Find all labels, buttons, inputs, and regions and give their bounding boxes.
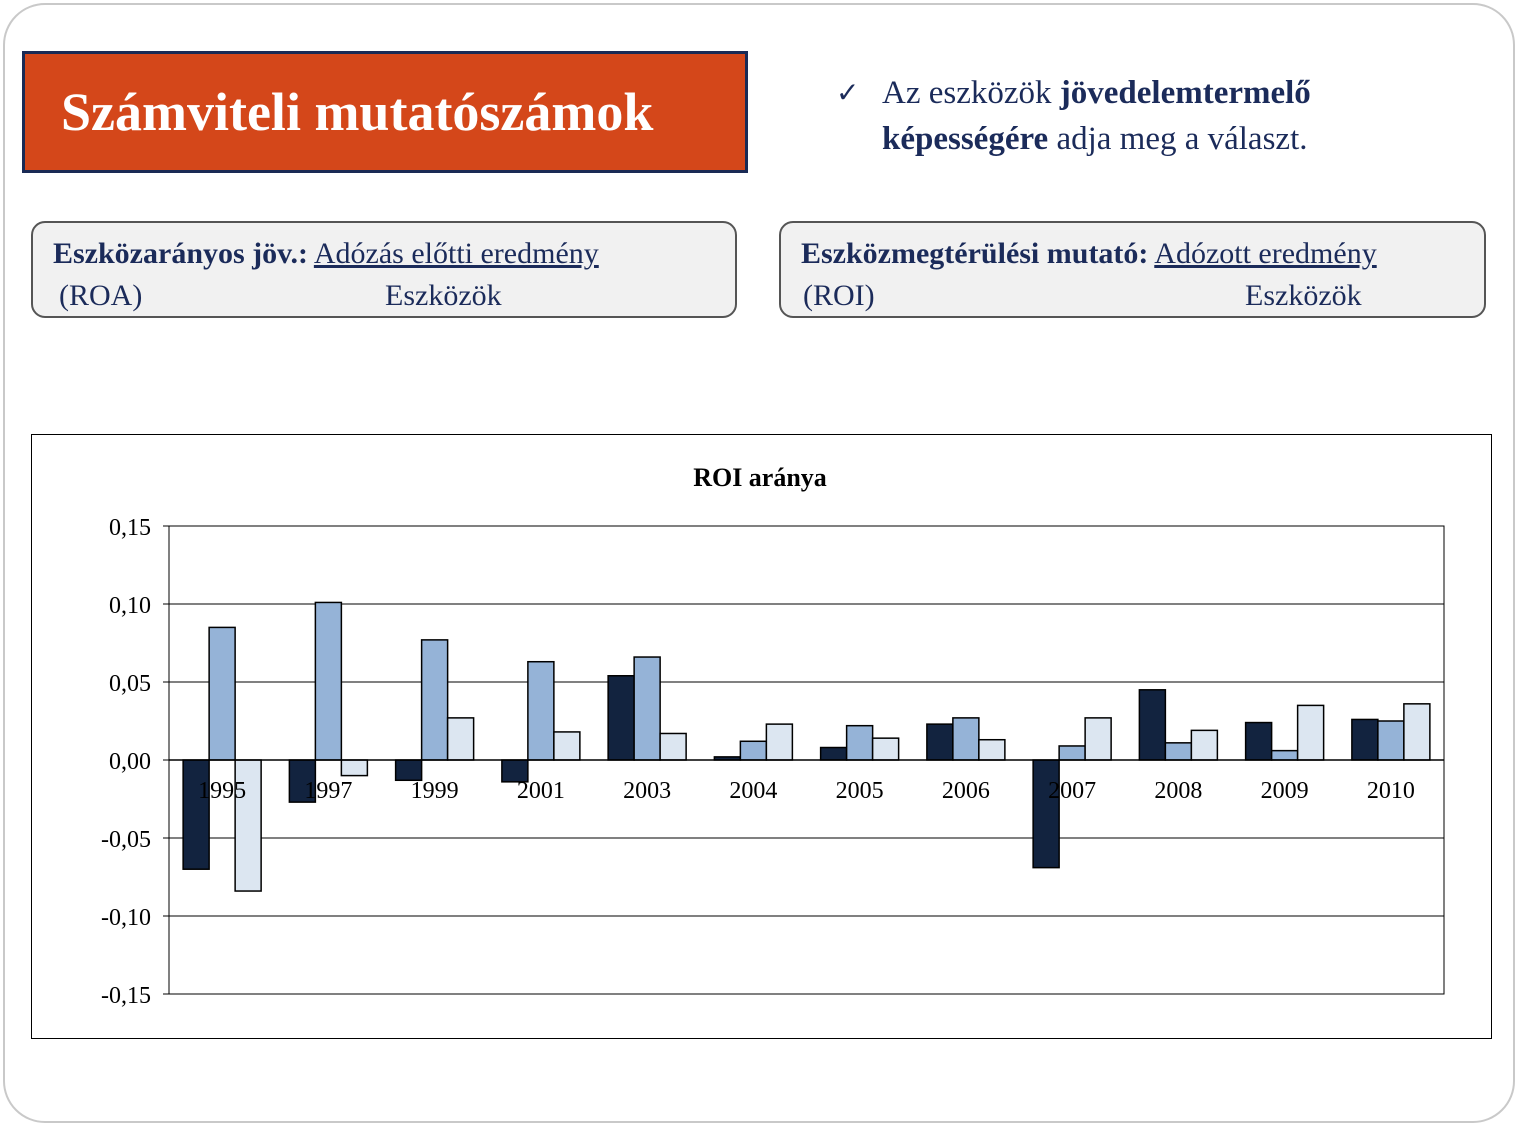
chart-x-tick-labels: 1995 1997 1999 2001 2003 2004 2005 2006 2007 2008… [198,778,1415,804]
x-tick-label: 1999 [411,778,459,804]
roi-formula-box: Eszközmegtérülési mutató: Adózott eredmé… [779,221,1486,318]
chart-frame: ROI aránya 0,15 0,10 0,05 0,00 -0,05 -0,10 -0,… [31,434,1492,1039]
roi-bar-chart: ROI aránya 0,15 0,10 0,05 0,00 -0,05 -0,10 -0,… [101,463,1445,1009]
x-tick-label: 2007 [1048,778,1096,804]
bar-series-3-2004 [765,723,794,761]
roa-formula-box: Eszközarányos jöv.: Adózás előtti eredmé… [31,221,737,318]
bar-series-1-2008 [1138,689,1167,761]
bar-series-1-2007 [1032,759,1060,869]
roa-denominator: Eszközök [385,279,502,312]
bullet-text-bold: jövedelemtermelő képességére [882,75,1311,157]
bar-series-3-2003 [659,732,687,761]
x-tick-label: 2005 [836,778,884,804]
bar-series-3-1999 [446,717,475,761]
bar-series-3-1997 [340,759,369,777]
bar-series-3-2010 [1403,703,1431,761]
y-tick-label: -0,05 [101,827,151,853]
bar-series-1-1995 [182,759,210,870]
x-tick-label: 2001 [517,778,565,804]
bar-series-2-2010 [1377,720,1405,761]
x-tick-label: 2004 [729,778,777,804]
bar-series-2-2001 [527,660,555,761]
bullet-text: Az eszközök jövedelemtermelő képességére… [882,70,1442,162]
bar-series-3-2007 [1084,717,1112,761]
bar-series-1-2003 [607,675,635,761]
y-tick-label: 0,00 [109,749,151,775]
slide-title-text: Számviteli mutatószámok [61,82,654,142]
bar-series-2-2005 [845,724,874,761]
bar-series-3-2008 [1190,729,1219,761]
roi-numerator: Adózott eredmény [1154,237,1377,270]
bar-series-3-2001 [553,731,581,761]
y-tick-label: 0,05 [109,671,151,697]
roa-numerator: Adózás előtti eredmény [313,237,599,270]
checkmark-icon: ✓ [836,76,860,109]
roi-abbrev: (ROI) [803,279,875,312]
bar-series-2-2009 [1270,749,1299,761]
chart-y-tick-labels: 0,15 0,10 0,05 0,00 -0,05 -0,10 -0,15 [101,515,151,1009]
chart-axes [163,525,1445,995]
bar-series-1-1997 [288,759,317,803]
roa-label: Eszközarányos jöv.: [53,237,308,270]
bar-series-1-2009 [1244,721,1273,761]
bar-series-1-2006 [926,723,954,761]
x-tick-label: 2003 [623,778,671,804]
roi-denominator: Eszközök [1245,279,1362,312]
y-tick-label: -0,10 [101,905,151,931]
bar-series-2-2004 [739,740,768,761]
bar-series-3-2005 [871,737,900,761]
bar-series-1-2005 [819,746,848,761]
bar-series-2-1995 [208,626,236,761]
bar-series-2-2006 [952,717,980,761]
bullet-text-after: adja meg a választ. [1048,121,1308,157]
roa-abbrev: (ROA) [59,279,143,312]
x-tick-label: 1995 [198,778,246,804]
slide-title: Számviteli mutatószámok [22,51,748,173]
x-tick-label: 2008 [1154,778,1202,804]
roi-label: Eszközmegtérülési mutató: [801,237,1149,270]
bar-series-1-2010 [1351,718,1379,761]
chart-title: ROI aránya [693,463,827,492]
x-tick-label: 2006 [942,778,990,804]
y-tick-label: -0,15 [101,983,151,1009]
bar-series-2-1999 [420,639,449,761]
bar-series-2-2003 [633,656,661,761]
chart-bars [182,601,1431,892]
y-tick-label: 0,10 [109,593,151,619]
bar-series-3-2009 [1296,704,1325,761]
x-tick-label: 2010 [1367,778,1415,804]
bar-series-2-1997 [314,601,343,761]
bar-series-2-2007 [1058,745,1086,761]
bullet-text-before: Az eszközök [882,75,1060,111]
x-tick-label: 1997 [304,778,352,804]
x-tick-label: 2009 [1261,778,1309,804]
bar-series-3-2006 [978,738,1006,761]
bar-series-2-2008 [1164,742,1193,761]
y-tick-label: 0,15 [109,515,151,541]
